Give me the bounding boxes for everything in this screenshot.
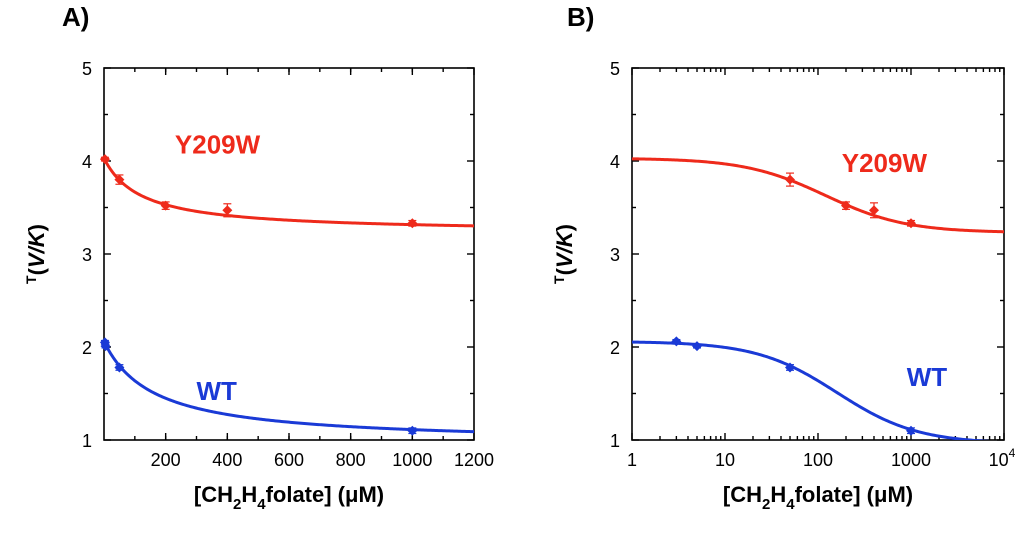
x-tick-exponent: 4 bbox=[1009, 446, 1016, 460]
y-tick-label: 1 bbox=[610, 431, 620, 451]
panel-letter: A) bbox=[62, 2, 89, 32]
series-label: WT bbox=[197, 376, 238, 406]
x-tick-label: 800 bbox=[336, 450, 366, 470]
data-point bbox=[99, 154, 110, 165]
x-tick-label: 1000 bbox=[392, 450, 432, 470]
data-point bbox=[868, 205, 879, 216]
fit-curve bbox=[104, 157, 474, 228]
data-point bbox=[407, 218, 418, 229]
panel-letter: B) bbox=[567, 2, 594, 32]
chart-panel-1: A) 200 400 600 800 1000 1200 1 2 3 4 5 [CH2H4folate]… bbox=[23, 2, 494, 513]
y-axis-label: T(V/K) bbox=[23, 224, 49, 284]
series-y209w: Y209W bbox=[99, 130, 474, 229]
x-tick-label: 1 bbox=[627, 450, 637, 470]
data-point bbox=[222, 205, 233, 216]
y-tick-label: 3 bbox=[610, 245, 620, 265]
x-tick-label: 1200 bbox=[454, 450, 494, 470]
y-tick-label: 4 bbox=[610, 152, 620, 172]
series-wt: WT bbox=[99, 337, 474, 436]
chart-panel-2: B) 1 10 100 1000 104 1 2 3 4 5 [CH2H4folate] (μM) T(… bbox=[551, 2, 1016, 513]
series-wt: WT bbox=[632, 336, 991, 440]
y-axis-label: T(V/K) bbox=[551, 224, 577, 284]
plot-frame bbox=[103, 67, 475, 441]
y-tick-label: 5 bbox=[82, 59, 92, 79]
data-point bbox=[840, 200, 851, 211]
y-tick-label: 5 bbox=[610, 59, 620, 79]
data-point bbox=[785, 174, 796, 185]
y-tick-label: 1 bbox=[82, 431, 92, 451]
y-tick-label: 2 bbox=[82, 338, 92, 358]
x-axis-label: [CH2H4folate] (μM) bbox=[194, 482, 384, 513]
fit-curve bbox=[104, 340, 474, 434]
x-tick-label: 400 bbox=[212, 450, 242, 470]
y-tick-label: 4 bbox=[82, 152, 92, 172]
data-point bbox=[906, 425, 916, 436]
x-tick-label: 10 bbox=[715, 450, 735, 470]
data-point bbox=[100, 341, 111, 352]
data-point bbox=[160, 200, 171, 211]
y-tick-label: 3 bbox=[82, 245, 92, 265]
data-point bbox=[114, 362, 125, 373]
x-tick-label: 1000 bbox=[891, 450, 931, 470]
data-point bbox=[906, 218, 916, 229]
data-point bbox=[671, 336, 682, 347]
y-tick-label: 2 bbox=[610, 338, 620, 358]
series-label: WT bbox=[907, 362, 948, 392]
x-tick-label: 100 bbox=[803, 450, 833, 470]
x-tick-label: 600 bbox=[274, 450, 304, 470]
fit-curve bbox=[632, 340, 991, 440]
series-label: Y209W bbox=[842, 148, 928, 178]
x-tick-label: 104 bbox=[989, 446, 1016, 470]
fit-curve bbox=[632, 157, 1004, 234]
data-point bbox=[785, 362, 796, 373]
series-label: Y209W bbox=[175, 130, 261, 160]
data-point bbox=[407, 425, 418, 436]
data-point bbox=[114, 174, 125, 185]
series-y209w: Y209W bbox=[632, 148, 1004, 234]
x-axis-label: [CH2H4folate] (μM) bbox=[723, 482, 913, 513]
plot-frame bbox=[631, 67, 1005, 441]
x-tick-label: 200 bbox=[151, 450, 181, 470]
data-point bbox=[692, 341, 703, 352]
